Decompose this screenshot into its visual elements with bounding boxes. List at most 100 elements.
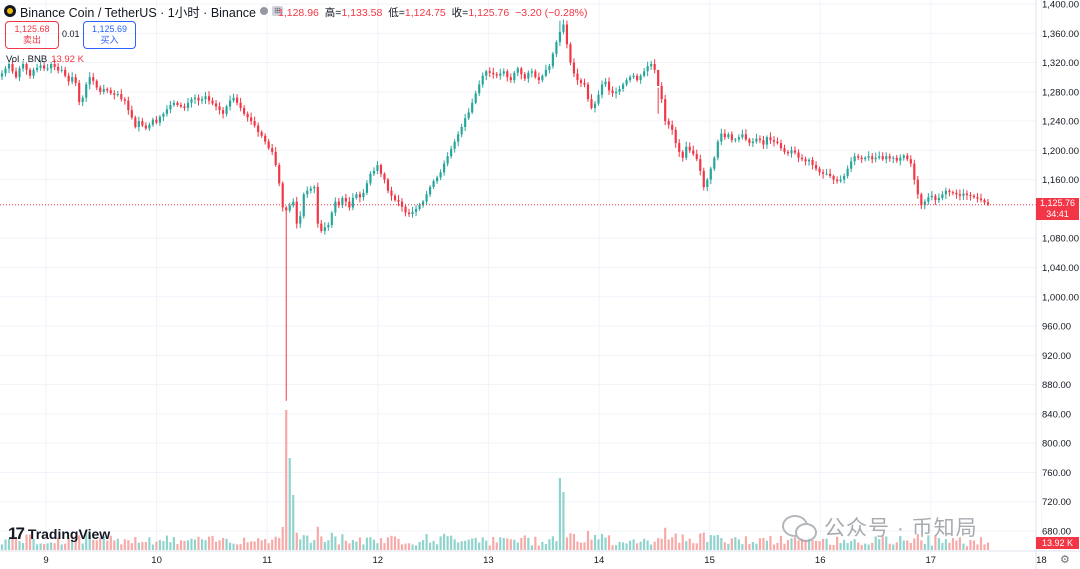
buy-button[interactable]: 1,125.69 买入 [83, 21, 136, 49]
volume-bar [804, 540, 807, 550]
price-tick-label: 720.00 [1042, 497, 1071, 508]
candle-body [358, 194, 361, 198]
tradingview-wordmark: TradingView [27, 526, 111, 542]
volume-bar [492, 536, 495, 550]
volume-bar [723, 542, 726, 550]
candle-body [316, 186, 319, 224]
volume-bar [471, 538, 474, 550]
candle-body [874, 157, 877, 160]
volume-bar [457, 542, 460, 550]
volume-bar [502, 538, 505, 550]
volume-bar [681, 534, 684, 550]
candle-body [965, 193, 969, 196]
candle-body [944, 190, 947, 195]
close-label: 收= [451, 7, 469, 19]
candle-body [495, 74, 498, 76]
candle-body [941, 194, 944, 198]
candle-body [685, 146, 688, 158]
volume-bar [569, 533, 572, 550]
volume-bar [737, 539, 740, 550]
price-tick-label: 1,200.00 [1042, 146, 1079, 157]
volume-bar [11, 535, 14, 550]
candle-body [502, 71, 505, 74]
symbol-title[interactable]: Binance Coin / TetherUS · 1小时 · Binance [20, 5, 256, 20]
tradingview-logo[interactable]: 17 TradingView [8, 524, 110, 544]
volume-bar [334, 536, 337, 550]
candle-body [404, 206, 407, 213]
volume-bar [625, 543, 628, 550]
volume-bar [351, 539, 354, 550]
candle-body [443, 163, 446, 173]
candle-body [586, 84, 590, 100]
volume-bar [362, 544, 365, 550]
candle-body [660, 85, 663, 100]
volume-bar [843, 539, 846, 550]
candle-body [783, 148, 786, 152]
settings-gear-icon[interactable]: ⚙ [1060, 554, 1070, 566]
sell-button[interactable]: 1,125.68 卖出 [5, 21, 59, 49]
candle-body [85, 84, 88, 98]
volume-bar [53, 543, 56, 550]
volume-bar [709, 535, 712, 550]
candle-body [25, 64, 28, 70]
volume-legend[interactable]: Vol · BNB 13.92 K [6, 54, 84, 65]
candle-body [674, 129, 677, 144]
volume-bar [695, 543, 698, 550]
candle-body [488, 71, 491, 73]
candle-body [57, 66, 60, 71]
volume-bar [116, 538, 119, 550]
volume-bar [306, 535, 309, 550]
candle-body [299, 216, 302, 224]
volume-bar [800, 537, 804, 550]
candle-body [120, 94, 123, 100]
candle-body [141, 121, 144, 126]
volume-bar [7, 539, 11, 550]
volume-bar [541, 541, 544, 550]
volume-bar [113, 540, 116, 550]
volume-bar [976, 544, 979, 550]
volume-bar [18, 541, 21, 550]
price-axis[interactable]: 1,400.00 1,360.00 1,320.00 1,280.00 1,240.00… [1042, 0, 1079, 538]
volume-bar [927, 535, 930, 550]
candle-body [260, 132, 263, 136]
volume-bar [551, 536, 554, 550]
volume-bar [151, 544, 154, 550]
bnb-logo-icon [4, 5, 16, 17]
volume-bar [243, 537, 246, 550]
time-tick-label: 14 [594, 555, 605, 566]
candle-body [474, 93, 477, 103]
candle-body [99, 87, 102, 92]
candle-body [102, 88, 105, 92]
candle-body [176, 102, 179, 106]
candle-body [264, 135, 267, 142]
candle-body [499, 73, 502, 76]
candle-body [355, 194, 358, 198]
time-axis[interactable]: 9 10 11 12 13 14 15 16 17 18 [43, 555, 1046, 566]
candle-body [902, 155, 905, 158]
candle-body [871, 156, 874, 160]
volume-bar [776, 542, 779, 550]
candle-body [365, 183, 369, 193]
volume-bar [478, 542, 481, 550]
volume-bar [579, 542, 583, 550]
candle-body [471, 102, 474, 113]
candle-body [958, 194, 962, 196]
candle-body [74, 77, 77, 84]
candle-body [414, 208, 418, 212]
candle-body [320, 223, 323, 231]
volume-bar [860, 544, 863, 550]
volume-bar [895, 542, 898, 550]
volume-bar [969, 540, 972, 550]
volume-bar [671, 537, 674, 550]
volume-bar [864, 543, 867, 550]
price-tick-label: 1,400.00 [1042, 0, 1079, 11]
volume-bar [923, 544, 926, 550]
candle-body [723, 133, 726, 138]
candle-body [593, 103, 597, 108]
candle-body [267, 141, 270, 149]
change-value: −3.20 (−0.28%) [515, 7, 588, 19]
time-tick-label: 12 [373, 555, 384, 566]
candle-body [197, 97, 200, 101]
candle-body [611, 90, 614, 94]
